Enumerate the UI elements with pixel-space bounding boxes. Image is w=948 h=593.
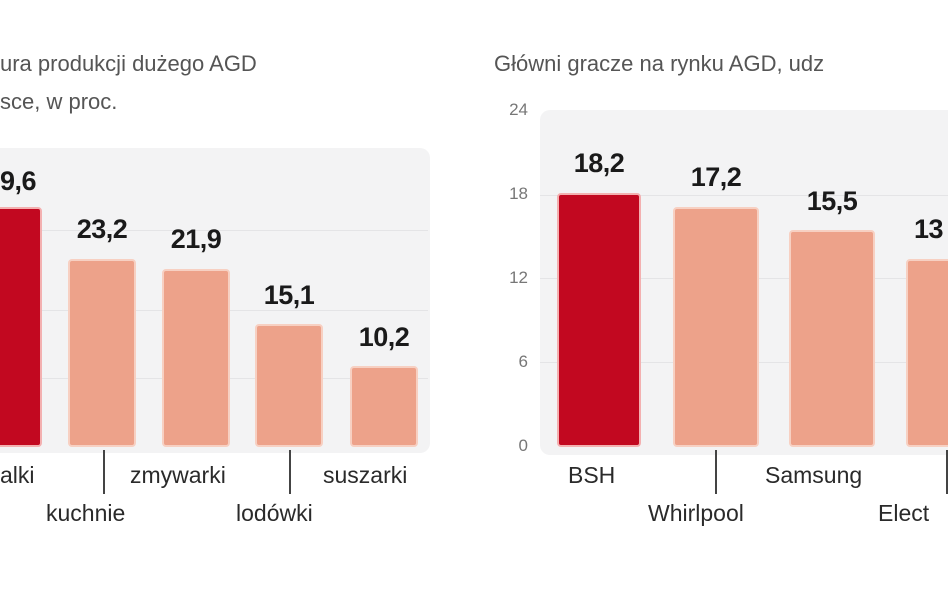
y-tick-12: 12 <box>509 268 528 287</box>
category-label-suszarki: suszarki <box>323 462 408 488</box>
left-chart-title-line2: sce, w proc. <box>0 89 118 114</box>
bar-zmywarki <box>162 269 230 447</box>
value-label-electrolux: 13 <box>914 214 944 244</box>
category-label-lodowki: lodówki <box>236 500 313 526</box>
right-gridline-18 <box>540 195 948 196</box>
category-label-samsung: Samsung <box>765 462 863 488</box>
y-tick-6: 6 <box>518 352 528 371</box>
left-gridline <box>0 230 428 231</box>
label-leader-line <box>715 450 717 494</box>
category-label-pralki: alki <box>0 462 35 488</box>
bar-bsh <box>557 193 641 447</box>
value-label-whirlpool: 17,2 <box>690 162 742 192</box>
value-label-kuchnie: 23,2 <box>76 214 128 244</box>
bar-kuchnie <box>68 259 136 447</box>
left-chart-title-line1: ura produkcji dużego AGD <box>0 51 257 76</box>
category-label-kuchnie: kuchnie <box>46 500 126 526</box>
bar-suszarki <box>350 366 418 447</box>
bar-lodowki <box>255 324 323 447</box>
category-label-bsh: BSH <box>568 462 616 488</box>
value-label-zmywarki: 21,9 <box>170 224 222 254</box>
value-label-bsh: 18,2 <box>573 148 625 178</box>
label-leader-line <box>289 450 291 494</box>
value-label-lodowki: 15,1 <box>263 280 315 310</box>
category-label-zmywarki: zmywarki <box>130 462 226 488</box>
bar-pralki <box>0 207 42 447</box>
category-label-electrolux: Elect <box>878 500 930 526</box>
category-label-whirlpool: Whirlpool <box>648 500 744 526</box>
right-chart-title: Główni gracze na rynku AGD, udz <box>494 51 825 76</box>
y-tick-0: 0 <box>518 436 528 455</box>
label-leader-line <box>946 450 948 494</box>
y-tick-18: 18 <box>509 184 528 203</box>
bar-whirlpool <box>673 207 759 447</box>
value-label-samsung: 15,5 <box>806 186 858 216</box>
value-label-suszarki: 10,2 <box>358 322 410 352</box>
value-label-pralki: 9,6 <box>0 166 37 196</box>
bar-electrolux <box>906 259 948 447</box>
label-leader-line <box>103 450 105 494</box>
y-tick-24: 24 <box>509 100 528 119</box>
bar-samsung <box>789 230 875 447</box>
